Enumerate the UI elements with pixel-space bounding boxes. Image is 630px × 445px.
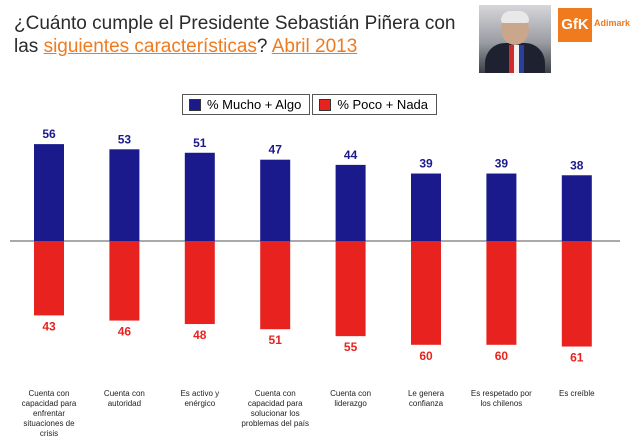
bar-positive <box>260 159 291 241</box>
category-label: Es respetado por los chilenos <box>470 389 532 408</box>
bar-positive <box>109 149 140 241</box>
page-title: ¿Cuánto cumple el Presidente Sebastián P… <box>14 12 484 58</box>
legend-label-negative: % Poco + Nada <box>337 97 429 112</box>
bar-negative <box>561 241 592 347</box>
data-label-positive: 47 <box>269 143 283 157</box>
data-label-negative: 51 <box>269 333 283 347</box>
legend-label-positive: % Mucho + Algo <box>207 97 302 112</box>
category-label: Le genera confianza <box>407 389 445 408</box>
data-label-negative: 61 <box>570 351 584 365</box>
data-label-positive: 51 <box>193 136 207 150</box>
data-label-negative: 55 <box>344 340 358 354</box>
bar-positive <box>184 152 215 241</box>
bar-negative <box>184 241 215 325</box>
title-highlight: siguientes características <box>43 36 257 57</box>
bar-negative <box>486 241 517 345</box>
data-label-positive: 38 <box>570 158 584 172</box>
photo-sash-blue <box>519 45 524 73</box>
category-label: Es creíble <box>559 389 595 398</box>
title-line-1: ¿Cuánto cumple el Presidente Sebastián P… <box>14 13 456 34</box>
category-label: Cuenta con capacidad para solucionar los… <box>241 389 309 428</box>
photo-sash-white <box>514 45 519 73</box>
bar-positive <box>335 164 366 241</box>
photo-sash-red <box>509 45 514 73</box>
gfk-logo: GfK <box>558 8 592 42</box>
data-label-negative: 48 <box>193 328 207 342</box>
title-line-2: las siguientes características? Abril 20… <box>14 35 484 58</box>
category-label: Cuenta con liderazgo <box>330 389 372 408</box>
legend-item-negative: % Poco + Nada <box>312 94 438 115</box>
data-label-positive: 44 <box>344 148 358 162</box>
bar-positive <box>411 173 441 241</box>
legend-item-positive: % Mucho + Algo <box>182 94 311 115</box>
bar-negative <box>335 241 366 337</box>
category-label: Es activo y enérgico <box>180 389 220 408</box>
legend-swatch-positive <box>189 98 201 111</box>
bar-positive <box>34 144 64 241</box>
bar-negative <box>411 241 441 345</box>
chart-legend: % Mucho + Algo % Poco + Nada <box>182 94 438 115</box>
bar-positive <box>561 175 592 241</box>
data-label-positive: 53 <box>118 132 132 146</box>
president-photo <box>479 5 551 73</box>
title-line-2-prefix: las <box>14 36 44 57</box>
data-label-negative: 46 <box>118 325 132 339</box>
title-line-2-middle: ? <box>256 36 272 57</box>
bar-negative <box>34 241 64 316</box>
photo-hair <box>501 11 529 23</box>
bar-negative <box>109 241 140 321</box>
data-label-positive: 39 <box>495 157 509 171</box>
data-label-negative: 60 <box>495 349 509 363</box>
data-label-positive: 56 <box>42 127 56 141</box>
bar-negative <box>260 241 291 330</box>
category-label: Cuenta con autoridad <box>103 389 145 408</box>
data-label-negative: 60 <box>419 349 433 363</box>
category-label: Cuenta con capacidad para enfrentar situ… <box>21 389 77 438</box>
data-label-negative: 43 <box>42 319 56 333</box>
data-label-positive: 39 <box>419 157 433 171</box>
adimark-logo-text: Adimark <box>594 18 630 28</box>
bar-positive <box>486 173 517 241</box>
title-date: Abril 2013 <box>271 36 358 57</box>
legend-swatch-negative <box>319 98 332 111</box>
